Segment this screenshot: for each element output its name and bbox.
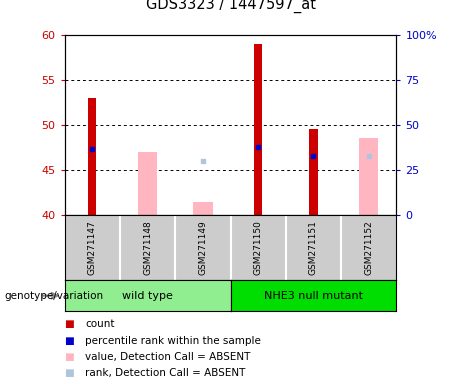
Text: GSM271147: GSM271147 bbox=[88, 220, 97, 275]
Text: count: count bbox=[85, 319, 115, 329]
Text: rank, Detection Call = ABSENT: rank, Detection Call = ABSENT bbox=[85, 368, 246, 378]
Bar bbox=[309, 129, 318, 215]
Text: genotype/variation: genotype/variation bbox=[5, 291, 104, 301]
Text: wild type: wild type bbox=[122, 291, 173, 301]
Bar bbox=[254, 43, 262, 215]
Text: GSM271148: GSM271148 bbox=[143, 220, 152, 275]
Bar bbox=[88, 98, 96, 215]
Text: GSM271152: GSM271152 bbox=[364, 220, 373, 275]
Text: ■: ■ bbox=[65, 336, 74, 346]
Text: ■: ■ bbox=[65, 352, 74, 362]
Text: GSM271151: GSM271151 bbox=[309, 220, 318, 275]
Text: percentile rank within the sample: percentile rank within the sample bbox=[85, 336, 261, 346]
Text: value, Detection Call = ABSENT: value, Detection Call = ABSENT bbox=[85, 352, 251, 362]
Text: NHE3 null mutant: NHE3 null mutant bbox=[264, 291, 363, 301]
Bar bbox=[138, 152, 157, 215]
Text: GSM271149: GSM271149 bbox=[198, 220, 207, 275]
Bar bbox=[193, 202, 213, 215]
Text: GDS3323 / 1447597_at: GDS3323 / 1447597_at bbox=[146, 0, 315, 13]
Text: ■: ■ bbox=[65, 319, 74, 329]
Text: ■: ■ bbox=[65, 368, 74, 378]
Bar bbox=[359, 138, 378, 215]
Text: GSM271150: GSM271150 bbox=[254, 220, 263, 275]
